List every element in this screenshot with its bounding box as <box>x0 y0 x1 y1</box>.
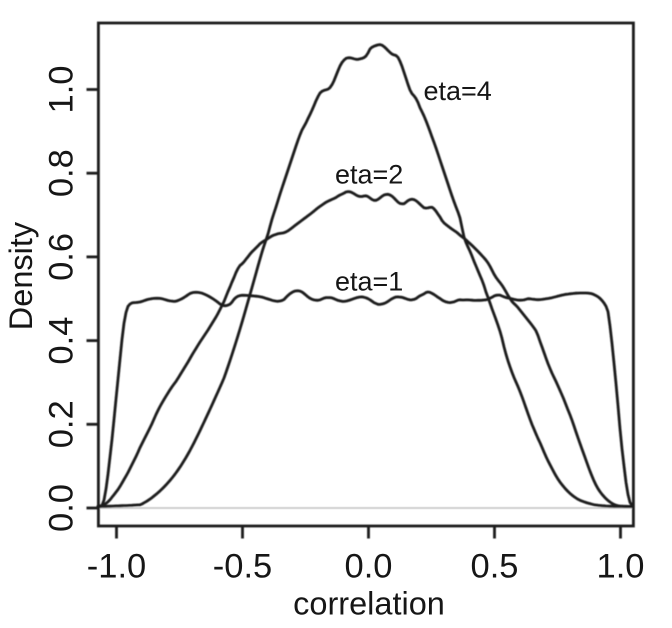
svg-text:0.2: 0.2 <box>43 400 81 448</box>
svg-text:0.6: 0.6 <box>43 233 81 281</box>
svg-text:0.0: 0.0 <box>345 548 393 586</box>
svg-text:eta=2: eta=2 <box>335 160 403 190</box>
svg-text:0.8: 0.8 <box>43 149 81 197</box>
svg-text:1.0: 1.0 <box>43 66 81 114</box>
svg-text:-1.0: -1.0 <box>87 548 146 586</box>
svg-text:0.5: 0.5 <box>471 548 519 586</box>
svg-text:eta=1: eta=1 <box>335 267 403 297</box>
svg-text:1.0: 1.0 <box>597 548 645 586</box>
svg-text:0.4: 0.4 <box>43 317 81 365</box>
svg-text:correlation: correlation <box>293 586 445 622</box>
svg-text:eta=4: eta=4 <box>424 76 492 106</box>
svg-text:Density: Density <box>3 221 39 330</box>
svg-text:-0.5: -0.5 <box>213 548 272 586</box>
svg-text:0.0: 0.0 <box>43 484 81 532</box>
